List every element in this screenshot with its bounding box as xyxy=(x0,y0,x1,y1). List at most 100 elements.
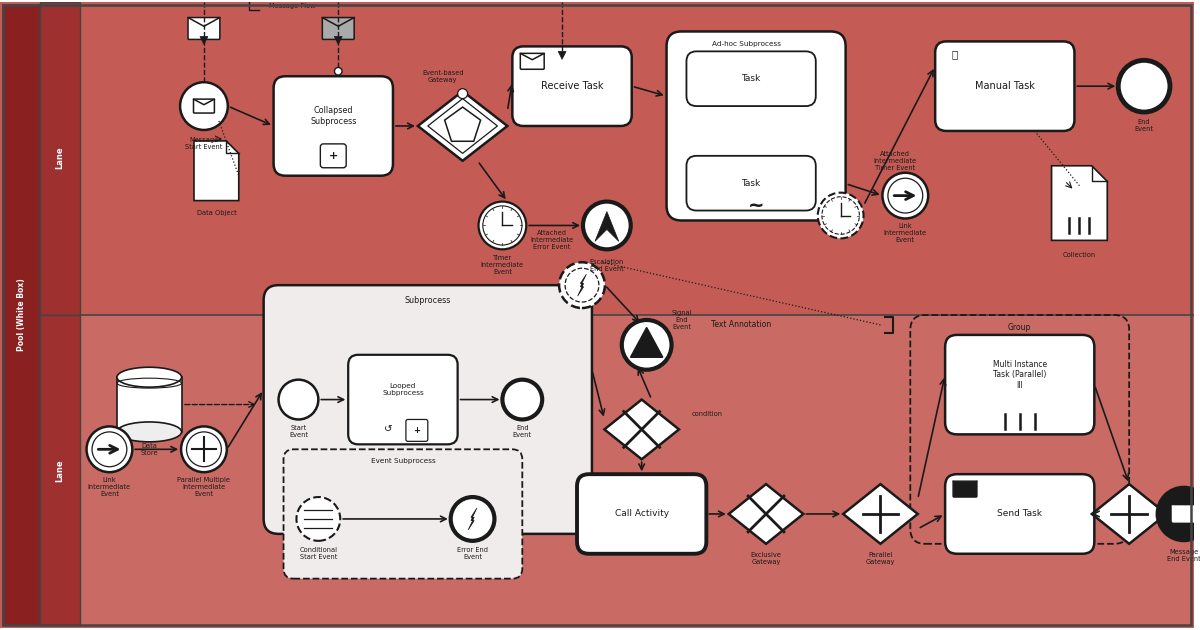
Text: Manual Task: Manual Task xyxy=(974,81,1034,91)
Text: Receive Task: Receive Task xyxy=(541,81,604,91)
Text: ✋: ✋ xyxy=(952,49,958,59)
Text: Collapsed
Subprocess: Collapsed Subprocess xyxy=(310,106,356,126)
Text: Lane: Lane xyxy=(55,147,64,169)
Circle shape xyxy=(1158,488,1200,540)
Text: Looped
Subprocess: Looped Subprocess xyxy=(382,383,424,396)
FancyBboxPatch shape xyxy=(946,474,1094,554)
FancyBboxPatch shape xyxy=(946,335,1094,434)
Polygon shape xyxy=(427,99,498,153)
Circle shape xyxy=(457,89,468,99)
Text: Ad-hoc Subprocess: Ad-hoc Subprocess xyxy=(712,42,781,47)
Text: Multi Instance
Task (Parallel)
III: Multi Instance Task (Parallel) III xyxy=(992,360,1046,389)
Circle shape xyxy=(565,268,599,302)
FancyBboxPatch shape xyxy=(188,18,220,40)
Circle shape xyxy=(180,82,228,130)
Circle shape xyxy=(86,427,132,472)
Text: Pool (White Box): Pool (White Box) xyxy=(17,278,26,352)
FancyBboxPatch shape xyxy=(323,18,354,40)
Polygon shape xyxy=(468,508,476,530)
FancyBboxPatch shape xyxy=(953,481,977,497)
Text: Timer
Intermediate
Event: Timer Intermediate Event xyxy=(481,255,524,275)
Polygon shape xyxy=(200,37,208,44)
Circle shape xyxy=(559,262,605,308)
Polygon shape xyxy=(577,274,587,296)
Text: Link
Intermediate
Event: Link Intermediate Event xyxy=(883,224,926,243)
Polygon shape xyxy=(630,328,662,357)
Bar xyxy=(116,377,181,432)
Text: Group: Group xyxy=(1008,323,1032,333)
Text: Event-based
Gateway: Event-based Gateway xyxy=(422,70,463,83)
Circle shape xyxy=(888,178,923,213)
FancyBboxPatch shape xyxy=(512,47,631,126)
Text: ↺: ↺ xyxy=(384,425,392,435)
Circle shape xyxy=(1118,60,1170,112)
Circle shape xyxy=(882,173,928,219)
Circle shape xyxy=(822,197,859,234)
Text: Task: Task xyxy=(742,74,761,83)
Text: Parallel Multiple
Intermediate
Event: Parallel Multiple Intermediate Event xyxy=(178,477,230,497)
Text: Start
Event: Start Event xyxy=(289,425,308,438)
Circle shape xyxy=(817,193,864,238)
Text: Data Object: Data Object xyxy=(197,210,236,215)
Text: Send Task: Send Task xyxy=(997,510,1043,518)
Polygon shape xyxy=(1051,166,1108,241)
Bar xyxy=(40,2,79,315)
Text: +: + xyxy=(413,426,420,435)
Text: condition: condition xyxy=(691,411,722,418)
Circle shape xyxy=(335,67,342,75)
FancyBboxPatch shape xyxy=(406,420,427,442)
FancyBboxPatch shape xyxy=(348,355,457,444)
Text: Subprocess: Subprocess xyxy=(404,295,451,304)
FancyBboxPatch shape xyxy=(264,285,592,534)
Circle shape xyxy=(583,202,631,249)
FancyBboxPatch shape xyxy=(193,99,215,113)
Circle shape xyxy=(296,497,341,541)
Bar xyxy=(40,315,79,626)
Circle shape xyxy=(278,380,318,420)
Polygon shape xyxy=(1092,484,1166,544)
Polygon shape xyxy=(595,212,619,241)
Circle shape xyxy=(451,497,494,541)
Text: Error End
Event: Error End Event xyxy=(457,547,488,560)
Text: Message Flow: Message Flow xyxy=(269,3,316,9)
Bar xyxy=(79,315,1190,626)
Text: Text Annotation: Text Annotation xyxy=(712,321,772,329)
Text: End
Event: End Event xyxy=(512,425,532,438)
Bar xyxy=(79,4,1190,315)
FancyBboxPatch shape xyxy=(666,32,846,220)
FancyBboxPatch shape xyxy=(577,474,707,554)
Circle shape xyxy=(482,206,522,245)
Text: Lane: Lane xyxy=(55,459,64,481)
FancyBboxPatch shape xyxy=(1172,506,1195,522)
Circle shape xyxy=(503,380,542,420)
Circle shape xyxy=(479,202,527,249)
Text: Message
End Event: Message End Event xyxy=(1168,549,1200,562)
Text: Event Subprocess: Event Subprocess xyxy=(371,458,436,464)
Polygon shape xyxy=(605,399,679,459)
Ellipse shape xyxy=(116,367,181,387)
Text: Call Activity: Call Activity xyxy=(614,510,668,518)
Polygon shape xyxy=(335,37,342,44)
Circle shape xyxy=(181,427,227,472)
Polygon shape xyxy=(418,91,508,161)
Text: End
Event: End Event xyxy=(1134,120,1153,132)
Polygon shape xyxy=(445,107,480,141)
Text: Attached
Intermediate
Timer Event: Attached Intermediate Timer Event xyxy=(874,151,917,171)
Text: Conditional
Start Event: Conditional Start Event xyxy=(299,547,337,560)
Text: Escalation
End Event: Escalation End Event xyxy=(589,259,624,272)
FancyBboxPatch shape xyxy=(521,54,544,69)
Text: Data
Store: Data Store xyxy=(140,443,158,456)
Text: Message
Start Event: Message Start Event xyxy=(185,137,223,151)
Polygon shape xyxy=(844,484,918,544)
Text: Link
Intermediate
Event: Link Intermediate Event xyxy=(88,477,131,497)
Text: Collection: Collection xyxy=(1063,252,1096,258)
Circle shape xyxy=(622,320,672,370)
FancyBboxPatch shape xyxy=(686,52,816,106)
Polygon shape xyxy=(558,52,566,59)
Text: Signal
End
Event: Signal End Event xyxy=(671,310,691,330)
Circle shape xyxy=(186,432,221,467)
FancyBboxPatch shape xyxy=(274,76,392,176)
Polygon shape xyxy=(194,141,239,200)
Text: Attached
Intermediate
Error Event: Attached Intermediate Error Event xyxy=(530,231,574,250)
FancyBboxPatch shape xyxy=(320,144,347,168)
